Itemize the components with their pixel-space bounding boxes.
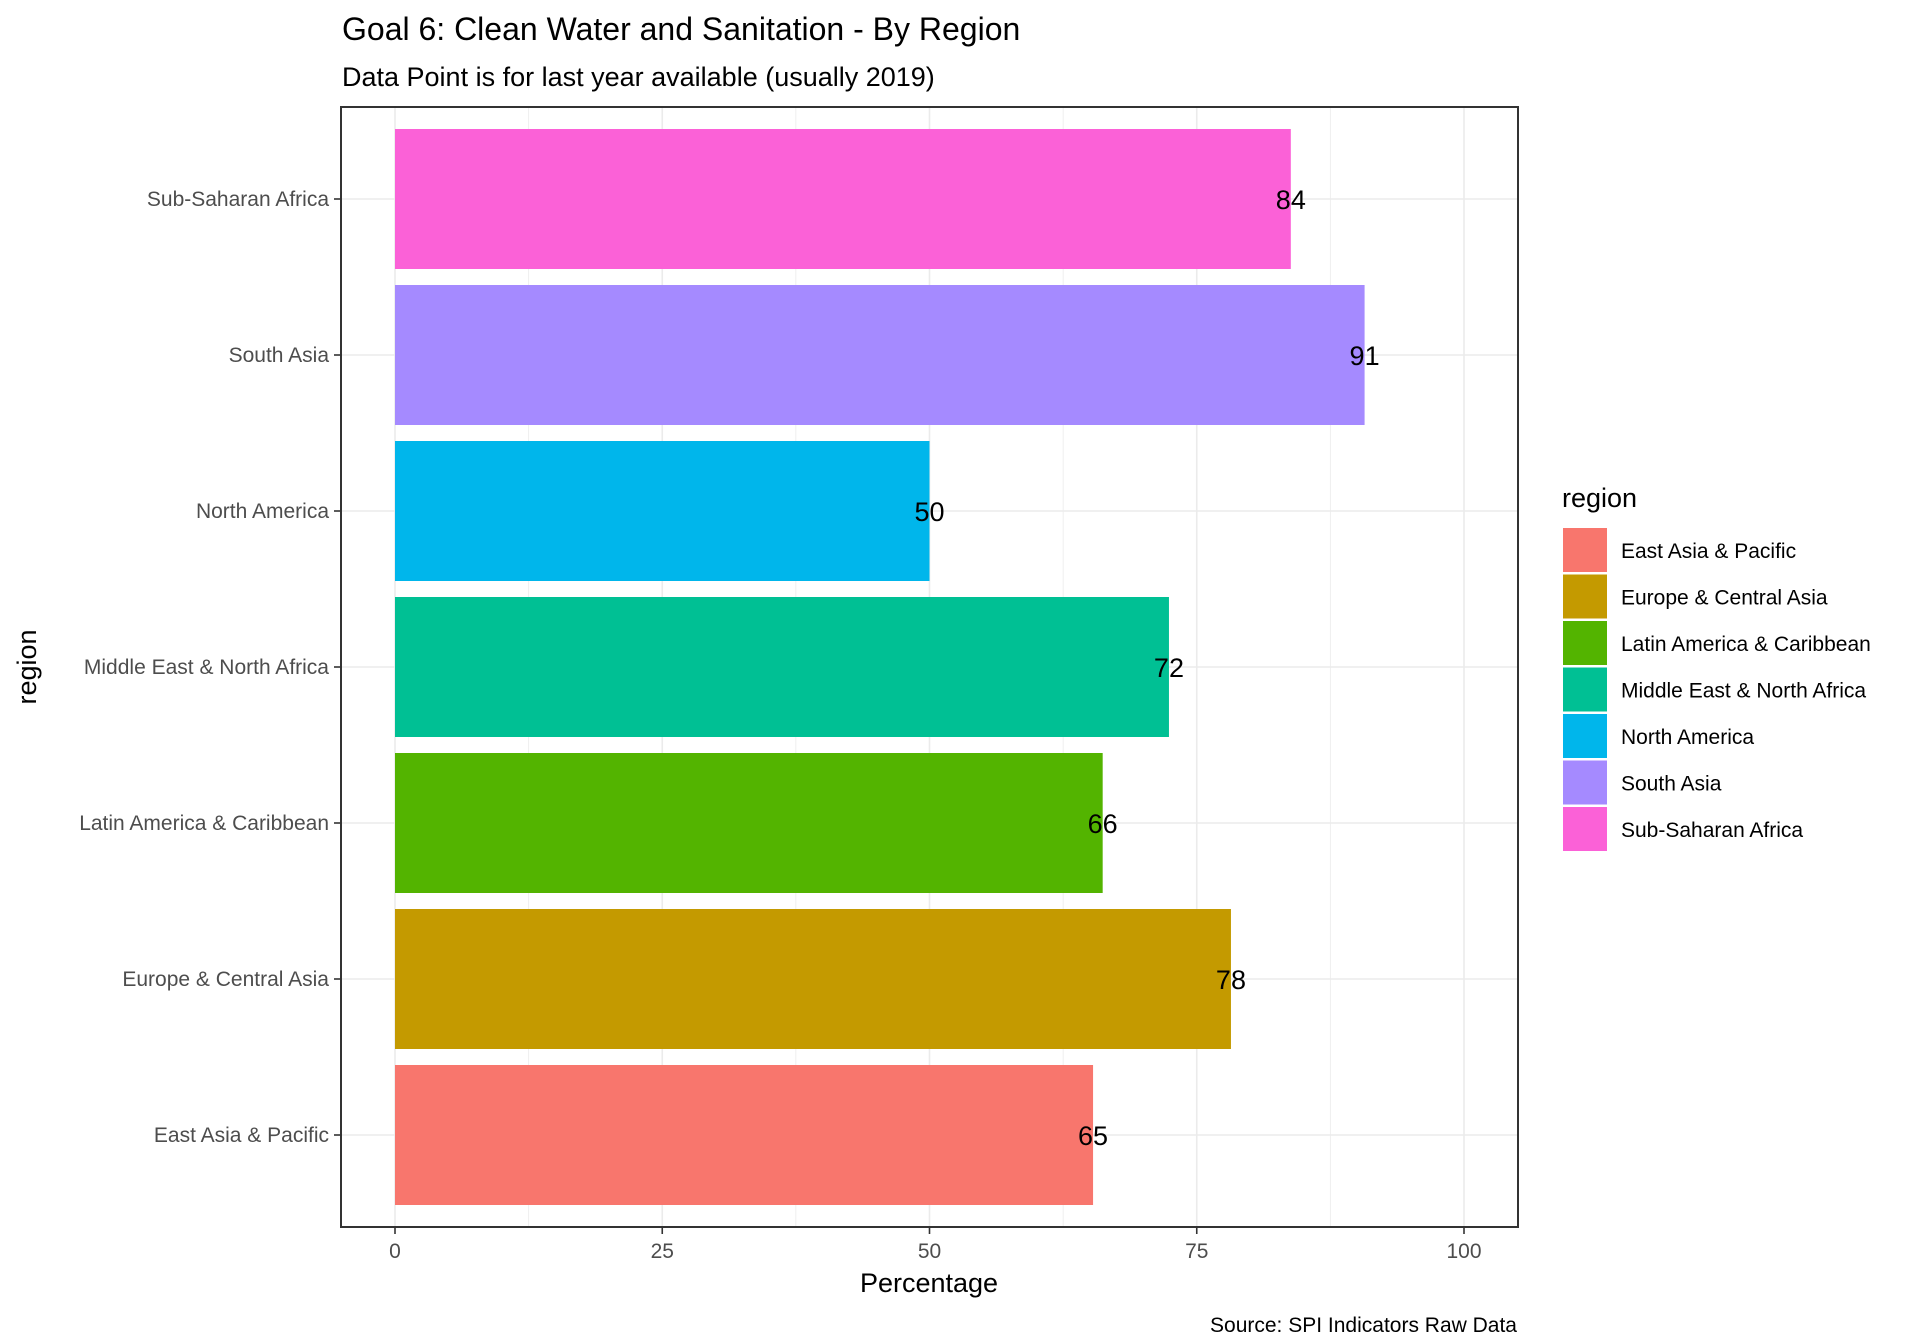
bar-value-label: 91	[1350, 341, 1380, 371]
bar-value-label: 66	[1088, 809, 1118, 839]
legend-title: region	[1562, 483, 1637, 513]
x-tick-label: 0	[389, 1240, 401, 1263]
bar-value-label: 78	[1216, 965, 1246, 995]
y-tick-label: South Asia	[229, 344, 330, 367]
legend-key	[1563, 621, 1607, 665]
legend-label: Europe & Central Asia	[1621, 587, 1828, 610]
y-tick-label: East Asia & Pacific	[154, 1124, 329, 1147]
bar-value-label: 65	[1078, 1121, 1108, 1151]
y-tick-label: Europe & Central Asia	[122, 968, 329, 991]
bar-value-label: 72	[1154, 653, 1184, 683]
y-tick-label: North America	[196, 500, 329, 523]
legend: region East Asia & Pacific Europe & Centr…	[1562, 483, 1871, 851]
bar-north-america	[395, 441, 930, 581]
legend-key	[1563, 528, 1607, 572]
y-tick-label: Latin America & Caribbean	[79, 812, 329, 835]
x-tick-label: 50	[918, 1240, 941, 1263]
x-tick-label: 75	[1185, 1240, 1208, 1263]
bar-labels: 65 78 66 72 50 91 84	[914, 185, 1379, 1151]
legend-label: South Asia	[1621, 773, 1722, 796]
bar-value-label: 84	[1276, 185, 1306, 215]
legend-label: Middle East & North Africa	[1621, 680, 1866, 703]
chart-title: Goal 6: Clean Water and Sanitation - By …	[342, 11, 1020, 47]
y-axis: East Asia & Pacific Europe & Central Asia…	[79, 188, 341, 1147]
chart-caption: Source: SPI Indicators Raw Data	[1210, 1314, 1517, 1337]
chart-subtitle: Data Point is for last year available (u…	[342, 62, 935, 92]
bar-south-asia	[395, 285, 1365, 425]
legend-key	[1563, 714, 1607, 758]
x-axis-title: Percentage	[860, 1268, 998, 1298]
x-tick-label: 25	[651, 1240, 674, 1263]
x-axis: 0 25 50 75 100	[389, 1227, 1482, 1263]
y-axis-title: region	[12, 629, 42, 704]
legend-key	[1563, 807, 1607, 851]
legend-key	[1563, 574, 1607, 619]
legend-key	[1563, 760, 1607, 805]
legend-label: Sub-Saharan Africa	[1621, 819, 1803, 842]
legend-label: North America	[1621, 726, 1754, 749]
legend-label: East Asia & Pacific	[1621, 540, 1796, 563]
y-tick-label: Sub-Saharan Africa	[147, 188, 329, 211]
bar-latin-america-caribbean	[395, 753, 1103, 893]
bar-sub-saharan-africa	[395, 129, 1291, 269]
bars	[395, 129, 1365, 1205]
bar-europe-central-asia	[395, 909, 1231, 1049]
x-tick-label: 100	[1446, 1240, 1481, 1263]
y-tick-label: Middle East & North Africa	[84, 656, 329, 679]
bar-value-label: 50	[914, 497, 944, 527]
bar-middle-east-north-africa	[395, 597, 1169, 737]
legend-label: Latin America & Caribbean	[1621, 633, 1871, 656]
legend-key	[1563, 667, 1607, 712]
bar-east-asia-pacific	[395, 1065, 1094, 1205]
